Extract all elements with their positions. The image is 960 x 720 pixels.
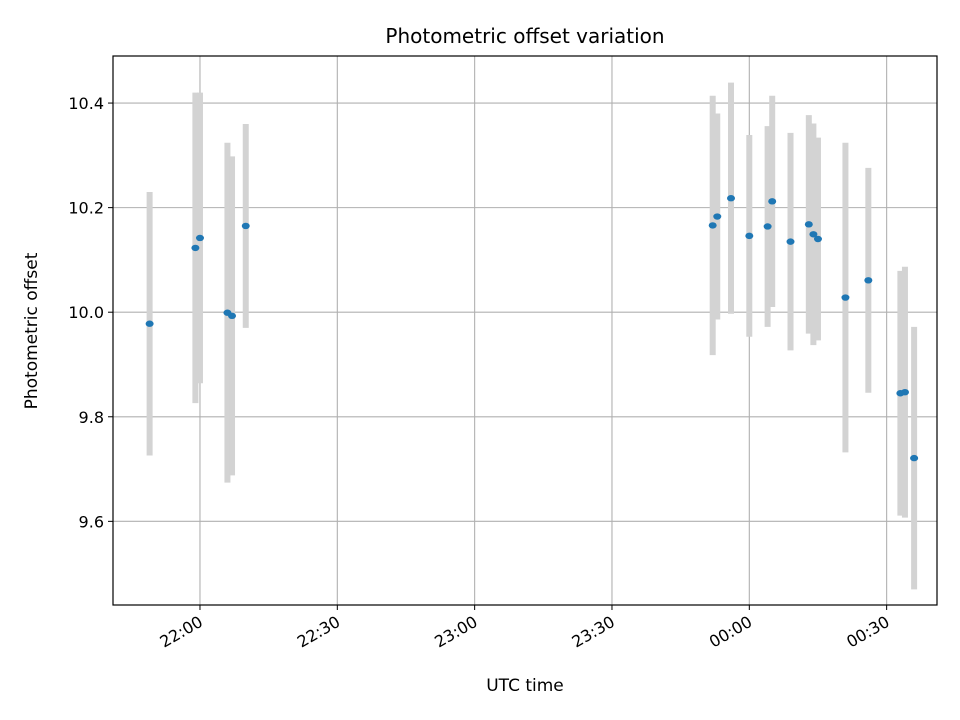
x-tick-label: 22:00 [157, 612, 206, 652]
x-tick-label: 22:30 [294, 612, 343, 652]
data-point [786, 238, 795, 245]
y-tick-label: 9.6 [79, 512, 104, 531]
x-axis-title: UTC time [486, 676, 564, 696]
y-tick-label: 10.2 [68, 199, 104, 218]
data-point [813, 235, 822, 243]
point-layer [145, 195, 919, 462]
chart-title: Photometric offset variation [385, 24, 664, 48]
data-point [900, 388, 909, 396]
data-point [241, 222, 250, 230]
data-point [768, 198, 777, 205]
data-point [809, 231, 818, 238]
data-point [804, 221, 813, 228]
x-tick-label: 23:30 [569, 612, 618, 652]
data-point [745, 232, 754, 240]
data-point [708, 222, 717, 229]
data-point [228, 312, 237, 320]
y-axis-title: Photometric offset [22, 252, 42, 409]
data-point [191, 244, 200, 252]
data-point [841, 294, 850, 301]
plot-frame [112, 55, 938, 606]
x-tick-label: 00:30 [843, 612, 892, 652]
data-point [763, 223, 772, 230]
data-point [727, 195, 735, 202]
data-point [713, 213, 722, 220]
y-tick-label: 9.8 [79, 408, 104, 427]
data-point [864, 277, 873, 284]
data-point [910, 454, 919, 462]
errorbar-layer [146, 82, 918, 590]
y-tick-label: 10.0 [68, 303, 104, 322]
data-point [195, 234, 204, 242]
x-tick-label: 00:00 [706, 612, 755, 652]
data-point [145, 320, 154, 327]
y-tick-label: 10.4 [68, 94, 104, 113]
x-tick-label: 23:00 [431, 612, 480, 652]
